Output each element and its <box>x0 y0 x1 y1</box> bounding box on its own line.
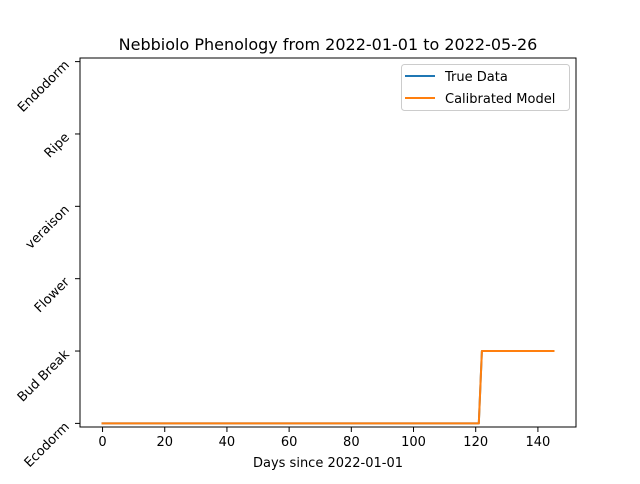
series-line-calibrated-model <box>101 350 555 425</box>
x-tick-label: 120 <box>463 435 488 450</box>
x-tick-label: 80 <box>343 435 360 450</box>
y-tick-label: Bud Break <box>15 347 73 405</box>
plot-frame <box>79 57 577 428</box>
y-tick-label: Ripe <box>42 130 73 161</box>
x-tick-label: 40 <box>219 435 236 450</box>
x-axis-ticks: 0 20 40 60 80 100 120 140 <box>98 427 550 450</box>
x-tick-label: 140 <box>525 435 550 450</box>
y-tick-label: Ecodorm <box>22 420 73 471</box>
chart-title: Nebbiolo Phenology from 2022-01-01 to 20… <box>119 35 538 54</box>
y-tick-label: Endodorm <box>15 58 73 116</box>
legend-label-true-data: True Data <box>444 70 508 85</box>
y-tick-label: Flower <box>32 274 73 315</box>
legend-label-calibrated-model: Calibrated Model <box>445 92 555 107</box>
y-axis-ticks: Ecodorm Bud Break Flower veraison Ripe Endodo… <box>15 58 80 471</box>
y-tick-label: veraison <box>23 203 73 253</box>
series-layer <box>101 350 555 425</box>
x-tick-label: 20 <box>156 435 173 450</box>
legend: True Data Calibrated Model <box>401 64 570 111</box>
x-tick-label: 100 <box>401 435 426 450</box>
legend-box <box>401 64 570 111</box>
plot-area <box>80 58 576 427</box>
x-axis-label: Days since 2022-01-01 <box>253 456 403 471</box>
x-tick-label: 60 <box>281 435 298 450</box>
x-tick-label: 0 <box>98 435 106 450</box>
